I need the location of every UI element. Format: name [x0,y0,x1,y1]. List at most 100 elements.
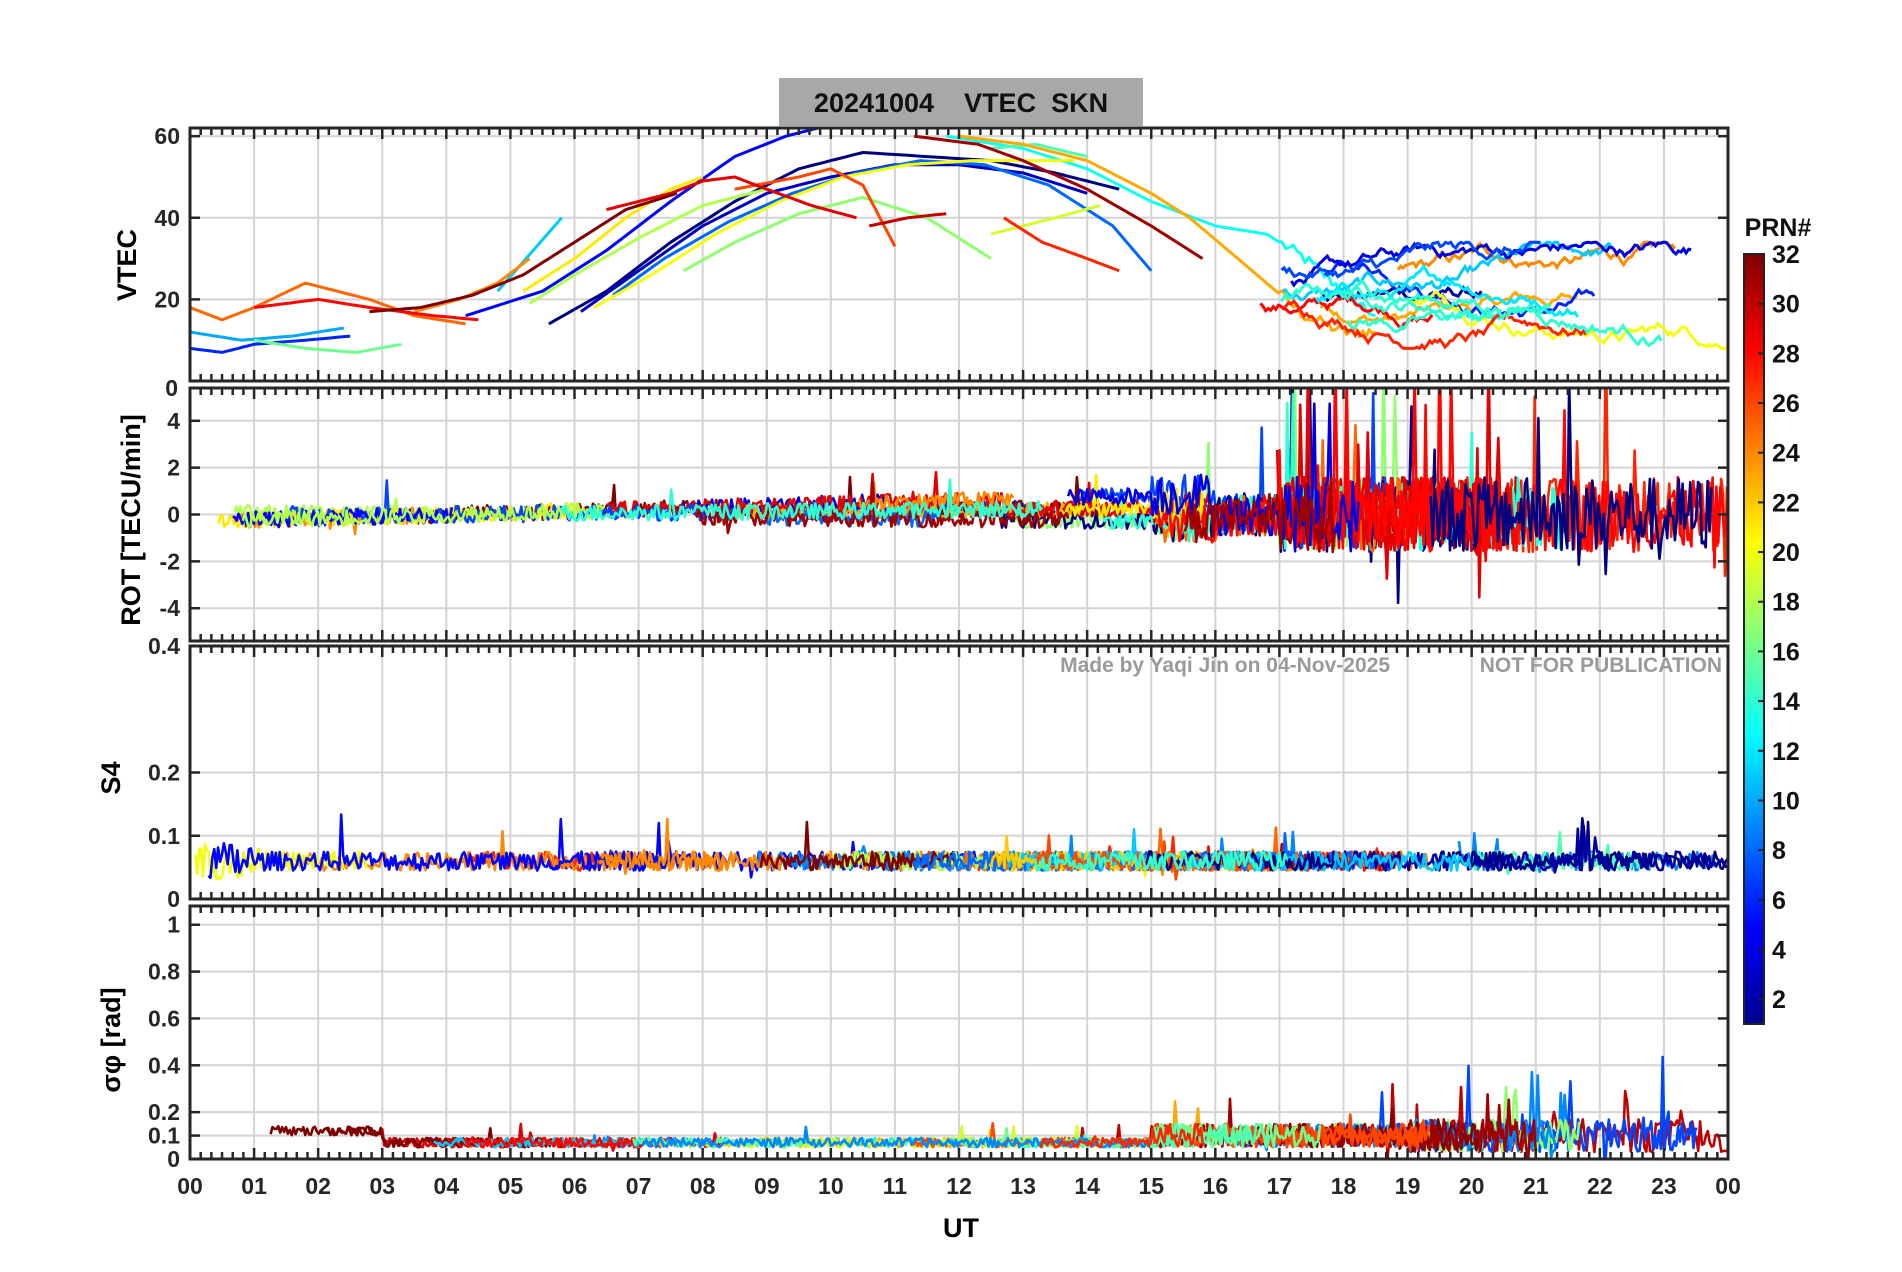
vtec-late-trace [1333,279,1663,348]
vtec-trace-prn-8 [612,159,1153,297]
x-tick-label: 17 [1267,1173,1293,1199]
vtec-axes-frame [188,126,1730,383]
vtec-trace-prn-10 [190,326,345,342]
vtec-trace-prn-11 [496,216,563,293]
x-tick-label: 04 [434,1173,460,1199]
colorbar-tick-label: 30 [1772,291,1800,319]
sigma-phi-grid [190,906,1728,1159]
vtec-trace-prn-17 [682,195,992,273]
x-tick-label: 06 [562,1173,588,1199]
vtec-trace-prn-18 [528,187,768,305]
x-tick-label: 13 [1010,1173,1036,1199]
y-tick-label: 0.4 [148,1052,180,1078]
y-tick-label: 20 [154,286,180,312]
vtec-panel: 20 40 60 [154,123,1730,383]
colorbar-tick-label: 18 [1772,589,1800,617]
x-tick-label: 20 [1459,1173,1485,1199]
sigma-trace [1146,1093,1537,1159]
colorbar-tick-label: 2 [1772,986,1786,1014]
s4-trace [1315,824,1728,874]
vtec-y-label: VTEC [112,229,142,301]
vtec-traces [190,128,1728,354]
vtec-late-trace [1323,259,1596,319]
s4-trace [1033,850,1289,872]
x-tick-label: 00 [177,1173,203,1199]
vtec-trace-prn-27 [1003,216,1120,273]
colorbar-tick-label: 12 [1772,738,1800,766]
x-tick-label: 19 [1395,1173,1421,1199]
rot-y-label: ROT [TECU/min] [116,414,146,625]
vtec-late-trace [1314,263,1579,318]
s4-y-label: S4 [96,761,126,794]
vtec-trace-prn-29 [606,175,857,220]
y-tick-label: 0.1 [148,823,180,849]
rot-trace [1275,388,1510,580]
colorbar-tick-label: 16 [1772,638,1800,666]
rot-trace [1429,388,1713,576]
sigma-phi-traces [269,1055,1728,1159]
colorbar-tick-label: 26 [1772,390,1800,418]
y-tick-label: 1 [167,912,180,938]
sigma-phi-axes-frame [188,904,1730,1161]
sigma-phi-panel: 00.10.2 0.4 0.6 0.8 1 [148,904,1730,1172]
vtec-trace-prn-31 [913,134,1204,260]
y-tick-label: 0 [167,886,180,912]
vtec-trace-prn-13 [945,134,1376,318]
x-tick-label: 23 [1651,1173,1677,1199]
colorbar-tick-label: 22 [1772,489,1800,517]
sigma-trace [463,1136,639,1149]
colorbar-tick-label: 6 [1772,887,1786,915]
x-tick-label: 09 [754,1173,780,1199]
s4-trace [1144,850,1335,872]
colorbar-tick-label: 14 [1772,688,1800,716]
x-tick-label: 22 [1587,1173,1613,1199]
x-tick-label: 05 [498,1173,524,1199]
x-tick-label: 10 [818,1173,844,1199]
colorbar-tick-label: 10 [1772,787,1800,815]
rot-trace [1390,388,1728,569]
x-tick-label: 07 [626,1173,652,1199]
vtec-trace-prn-32 [369,191,678,314]
colorbar-tick-label: 8 [1772,837,1786,865]
x-tick-label: 02 [305,1173,331,1199]
x-tick-label: 01 [241,1173,267,1199]
vtec-trace-prn-5 [465,128,819,318]
x-axis-label: UT [943,1213,979,1243]
prn-colorbar: PRN# 32 30 28 26 24 22 20 18 16 14 12 10 8 6 4 2 [1743,214,1812,1025]
x-tick-label: 18 [1331,1173,1357,1199]
rot-y-ticks: -4 -2 0 2 4 [160,408,1728,621]
rot-top-label: 0 [165,375,178,401]
colorbar-tick-label: 28 [1772,340,1800,368]
y-tick-label: 60 [154,123,180,149]
s4-y-label-main: S4 [96,761,126,794]
vtec-trace-prn-28 [253,297,479,322]
y-tick-label: 0.2 [148,760,180,786]
rot-panel: -4 -2 0 2 4 [160,386,1730,643]
rot-trace [1066,402,1360,553]
colorbar-ticks: 32 30 28 26 24 22 20 18 16 14 12 10 8 6 4 2 [1758,241,1800,1014]
y-tick-label: -2 [160,548,180,574]
x-tick-label: 21 [1523,1173,1549,1199]
x-tick-label: 14 [1074,1173,1100,1199]
colorbar-label: PRN# [1745,214,1812,242]
s4-traces [194,813,1728,881]
s4-trace [600,817,731,872]
colorbar-tick-label: 24 [1772,440,1800,468]
s4-y-ticks: 0 0.1 0.2 0.4 [148,633,1728,912]
y-tick-label: 0.1 [148,1123,180,1149]
colorbar-tick-label: 4 [1772,936,1786,964]
watermark-notice: NOT FOR PUBLICATION [1480,654,1722,677]
sigma-phi-y-ticks: 00.10.2 0.4 0.6 0.8 1 [148,912,1728,1172]
colorbar-tick-label: 20 [1772,539,1800,567]
rot-trace [858,490,1015,512]
vtec-trace-prn-20 [592,159,1075,309]
y-tick-label: 0.4 [148,633,180,659]
y-tick-label: 0 [167,502,180,528]
vtec-late-trace [1282,299,1588,351]
vtec-trace-prn-1 [548,151,1120,326]
vtec-trace-prn-30 [868,212,947,228]
vtec-late-trace [1280,240,1541,281]
vtec-trace-prn-19 [990,204,1101,236]
vtec-y-ticks: 20 40 60 [154,123,1728,312]
